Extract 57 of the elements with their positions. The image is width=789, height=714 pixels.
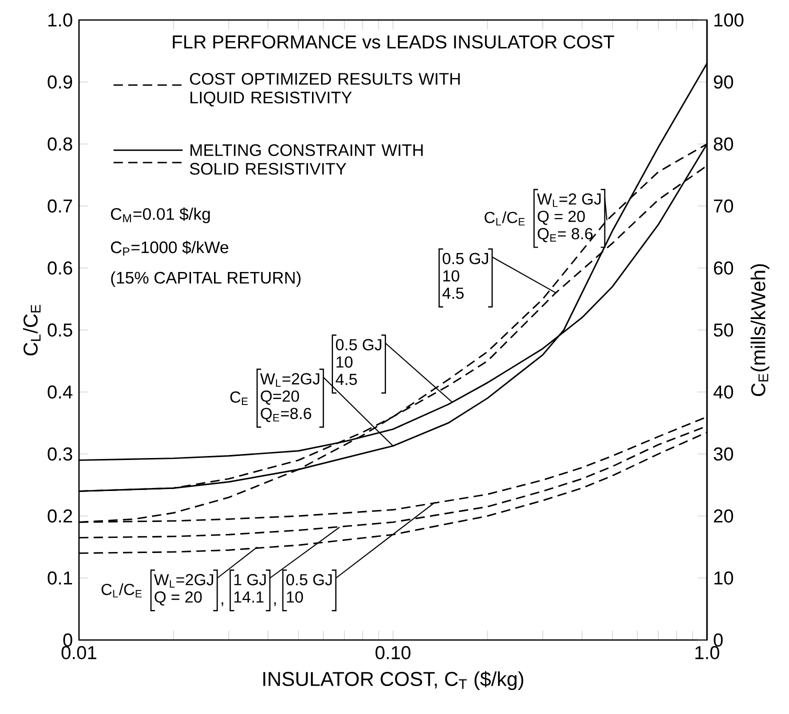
x-tick-label: 0.01 xyxy=(62,646,96,660)
y-tick-label: 0.9 xyxy=(48,75,72,89)
text: FLR PERFORMANCE vs LEADS INSULATOR COST xyxy=(172,35,614,49)
y2-tick-label: 70 xyxy=(714,199,734,213)
x-tick-label: 0.10 xyxy=(376,646,410,660)
y-tick-label: 1.0 xyxy=(48,13,72,27)
x-axis-title: INSULATOR COST, C$_{T}$ ($/kg) xyxy=(263,671,524,690)
annotation: MELTING CONSTRAINT WITH SOLID RESISTIVITY xyxy=(190,144,423,175)
y-tick-label: 0.8 xyxy=(48,137,72,151)
annotation: 1 GJ xyxy=(234,574,266,586)
y2-axis-title: C$_{E}$(mills/kWeh) xyxy=(750,264,770,396)
annotation: C$_{P}$=1000 $/kWe xyxy=(110,240,228,256)
annotation: C$_{E}$ xyxy=(230,391,248,405)
annotation: , xyxy=(274,602,276,606)
y-tick-label: 0.6 xyxy=(48,261,72,275)
y-tick-label: 0.1 xyxy=(48,571,72,585)
y2-tick-label: 100 xyxy=(714,13,744,27)
annotation: C$_{M}$=0.01 $/kg xyxy=(110,207,210,224)
annotation: W$_{L}$=2GJ xyxy=(260,373,320,387)
annotation: Q=20 xyxy=(260,390,300,405)
y-tick-label: 0 xyxy=(63,633,72,647)
y2-tick-label: 30 xyxy=(714,447,734,461)
annotation: 0.5 GJ xyxy=(286,574,332,586)
y-tick-label: 0.4 xyxy=(48,385,72,399)
annotation: Q$_{E}$= 8.6 xyxy=(538,228,593,242)
y2-tick-label: 10 xyxy=(714,571,734,585)
y2-tick-label: 90 xyxy=(714,75,734,89)
y2-tick-label: 40 xyxy=(713,385,734,399)
y-tick-label: 0.7 xyxy=(48,199,72,213)
annotation: C$_{L}$/C$_{E}$ xyxy=(484,211,525,226)
y2-tick-label: 60 xyxy=(714,261,734,275)
x-tick-label: 1.0 xyxy=(695,646,720,660)
annotation: 4.5 xyxy=(336,374,357,386)
annotation: , xyxy=(222,602,224,606)
annotation: 4.5 xyxy=(442,288,464,299)
annotation: Q = 20 xyxy=(538,210,585,225)
annotation: 0.5 GJ xyxy=(442,252,488,264)
annotation: Q$_{E}$=8.6 xyxy=(260,408,312,422)
annotation: W$_{L}$=2GJ xyxy=(154,574,214,588)
annotation: 0.5 GJ xyxy=(336,339,382,350)
annotation: (15% CAPITAL RETURN) xyxy=(111,271,300,287)
y-tick-label: 0.2 xyxy=(48,509,72,523)
annotation: 10 xyxy=(443,270,460,282)
y2-tick-label: 20 xyxy=(714,509,734,523)
y2-tick-label: 50 xyxy=(714,323,734,337)
y-tick-label: 0.5 xyxy=(48,323,72,337)
annotation: 10 xyxy=(336,356,352,368)
annotation: 14.1 xyxy=(234,592,264,603)
annotation: COST OPTIMIZED RESULTS WITH LIQUID RESISTIVITY xyxy=(190,72,460,106)
y-tick-label: 0.3 xyxy=(48,447,72,461)
annotation: 10 xyxy=(286,591,303,603)
annotation: W$_{L}$=2 GJ xyxy=(537,193,601,207)
annotation: Q = 20 xyxy=(154,591,202,606)
y2-tick-label: 80 xyxy=(714,137,734,151)
y2-tick-label: 0 xyxy=(714,633,723,647)
y-axis-title: C$_{L}$/C$_{E}$ xyxy=(23,304,41,356)
annotation: C$_{L}$/C$_{E}$ xyxy=(102,583,142,598)
